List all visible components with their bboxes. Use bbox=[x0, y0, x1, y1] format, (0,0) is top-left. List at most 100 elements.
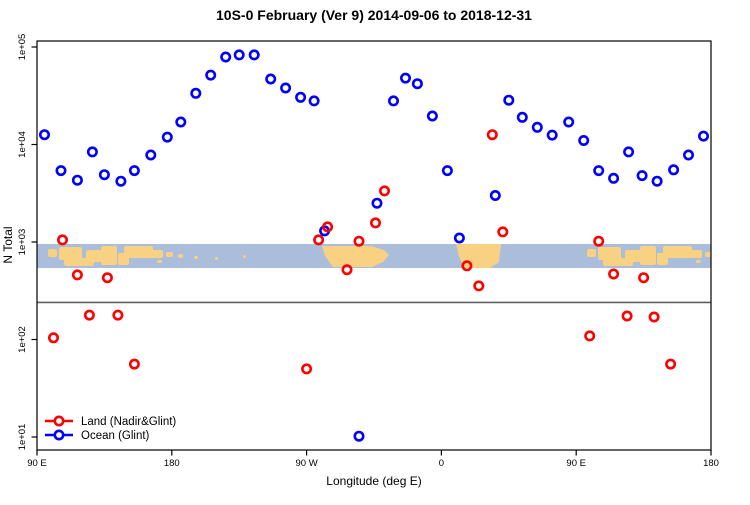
ocean-point bbox=[192, 89, 200, 97]
land-point bbox=[343, 266, 351, 274]
x-tick-label: 90 E bbox=[566, 458, 586, 469]
ocean-point bbox=[296, 93, 304, 101]
ocean-point bbox=[88, 148, 96, 156]
land-point bbox=[609, 270, 617, 278]
ocean-point bbox=[455, 234, 463, 242]
ocean-point bbox=[505, 96, 513, 104]
island-landmass bbox=[150, 250, 163, 258]
island-landmass bbox=[243, 255, 246, 258]
legend-ocean-marker-icon bbox=[55, 431, 63, 439]
island-landmass bbox=[166, 252, 173, 257]
ocean-point bbox=[548, 131, 556, 139]
ocean-point bbox=[413, 80, 421, 88]
ocean-point bbox=[177, 118, 185, 126]
land-point bbox=[49, 334, 57, 342]
x-tick-label: 0 bbox=[439, 458, 444, 469]
land-point bbox=[355, 237, 363, 245]
island-landmass bbox=[86, 250, 102, 262]
island-landmass bbox=[696, 260, 701, 263]
ocean-point bbox=[117, 177, 125, 185]
island-landmass bbox=[733, 256, 737, 259]
ocean-point bbox=[163, 133, 171, 141]
island-landmass bbox=[663, 246, 692, 258]
x-tick-label: 90 W bbox=[296, 458, 318, 469]
island-landmass bbox=[625, 250, 641, 262]
x-axis-label: Longitude (deg E) bbox=[326, 474, 421, 488]
ocean-point bbox=[235, 51, 243, 59]
x-tick-label: 180 bbox=[164, 458, 180, 469]
island-landmass bbox=[157, 260, 162, 263]
land-point bbox=[302, 365, 310, 373]
y-tick-label: 1e+02 bbox=[17, 326, 28, 353]
island-landmass bbox=[194, 256, 198, 259]
land-point bbox=[475, 282, 483, 290]
y-tick-label: 1e+01 bbox=[17, 424, 28, 451]
ocean-point bbox=[100, 171, 108, 179]
ocean-point bbox=[653, 177, 661, 185]
island-landmass bbox=[124, 246, 153, 258]
y-tick-label: 1e+04 bbox=[17, 131, 28, 158]
land-point bbox=[650, 313, 658, 321]
ocean-point bbox=[267, 75, 275, 83]
land-point bbox=[85, 311, 93, 319]
ocean-point bbox=[250, 51, 258, 59]
island-landmass bbox=[101, 246, 117, 265]
ocean-point bbox=[638, 171, 646, 179]
x-tick-label: 180 bbox=[703, 458, 719, 469]
land-point bbox=[488, 131, 496, 139]
ocean-point bbox=[373, 199, 381, 207]
ocean-point bbox=[73, 176, 81, 184]
ocean-point bbox=[281, 84, 289, 92]
land-point bbox=[103, 274, 111, 282]
y-axis-label: N Total bbox=[1, 226, 15, 263]
ocean-point bbox=[355, 432, 363, 440]
ocean-point bbox=[389, 97, 397, 105]
chart-title: 10S-0 February (Ver 9) 2014-09-06 to 201… bbox=[216, 7, 532, 23]
land-point bbox=[314, 236, 322, 244]
legend-land-label: Land (Nadir&Glint) bbox=[81, 416, 176, 428]
land-point bbox=[623, 312, 631, 320]
ocean-point bbox=[428, 112, 436, 120]
ocean-point bbox=[624, 148, 632, 156]
ocean-point bbox=[130, 166, 138, 174]
land-point bbox=[380, 187, 388, 195]
land-point bbox=[58, 236, 66, 244]
ocean-point bbox=[491, 191, 499, 199]
island-landmass bbox=[587, 249, 596, 257]
ocean-point bbox=[565, 118, 573, 126]
island-landmass bbox=[640, 246, 656, 265]
ocean-point bbox=[684, 151, 692, 159]
land-point bbox=[499, 228, 507, 236]
land-point bbox=[586, 332, 594, 340]
legend-ocean-label: Ocean (Glint) bbox=[81, 430, 150, 442]
ocean-point bbox=[207, 71, 215, 79]
ocean-point bbox=[699, 132, 707, 140]
ocean-point bbox=[57, 166, 65, 174]
ocean-point bbox=[222, 53, 230, 61]
land-point bbox=[114, 311, 122, 319]
land-point bbox=[666, 360, 674, 368]
ocean-point bbox=[595, 166, 603, 174]
island-landmass bbox=[689, 250, 702, 258]
land-point bbox=[371, 219, 379, 227]
ocean-point bbox=[147, 151, 155, 159]
land-point bbox=[595, 237, 603, 245]
island-landmass bbox=[215, 257, 218, 260]
ocean-point bbox=[310, 97, 318, 105]
island-landmass bbox=[178, 254, 183, 258]
island-landmass bbox=[717, 254, 722, 258]
ocean-point bbox=[518, 113, 526, 121]
land-point bbox=[73, 271, 81, 279]
ocean-point bbox=[401, 74, 409, 82]
map-band bbox=[38, 244, 750, 268]
land-point bbox=[639, 274, 647, 282]
ocean-point bbox=[533, 123, 541, 131]
y-tick-label: 1e+05 bbox=[17, 34, 28, 61]
ocean-point bbox=[580, 136, 588, 144]
ocean-point bbox=[40, 131, 48, 139]
ocean-point bbox=[669, 166, 677, 174]
